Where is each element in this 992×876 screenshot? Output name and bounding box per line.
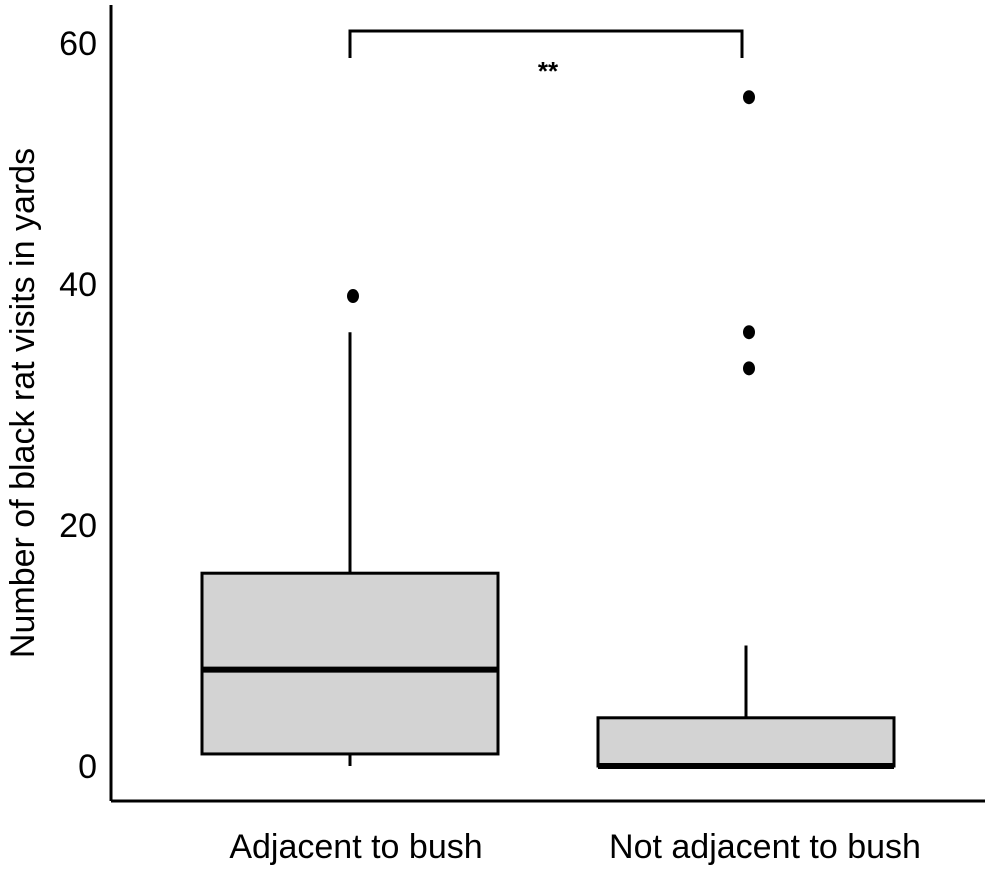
y-axis-title: Number of black rat visits in yards [4, 148, 42, 658]
x-category-label: Not adjacent to bush [609, 828, 921, 866]
y-tick-label: 40 [59, 266, 97, 304]
axes [109, 5, 985, 803]
box-1 [200, 289, 500, 766]
outlier-point [743, 325, 755, 340]
outlier-point [743, 361, 755, 376]
significance-bracket [348, 29, 744, 58]
outlier-point [347, 289, 359, 304]
outlier-point [743, 90, 755, 105]
significance-label: ** [538, 56, 559, 86]
y-tick-labels: 0 20 40 60 [59, 25, 97, 786]
category-labels: Adjacent to bush Not adjacent to bush [229, 828, 921, 866]
y-tick-label: 60 [59, 25, 97, 63]
significance-bracket-group: ** [348, 29, 744, 86]
boxes [200, 90, 896, 769]
box-rect [596, 716, 896, 768]
x-category-label: Adjacent to bush [229, 828, 482, 866]
y-tick-label: 0 [78, 748, 97, 786]
y-tick-label: 20 [59, 507, 97, 545]
box-2 [596, 90, 896, 769]
box-rect [200, 571, 500, 756]
